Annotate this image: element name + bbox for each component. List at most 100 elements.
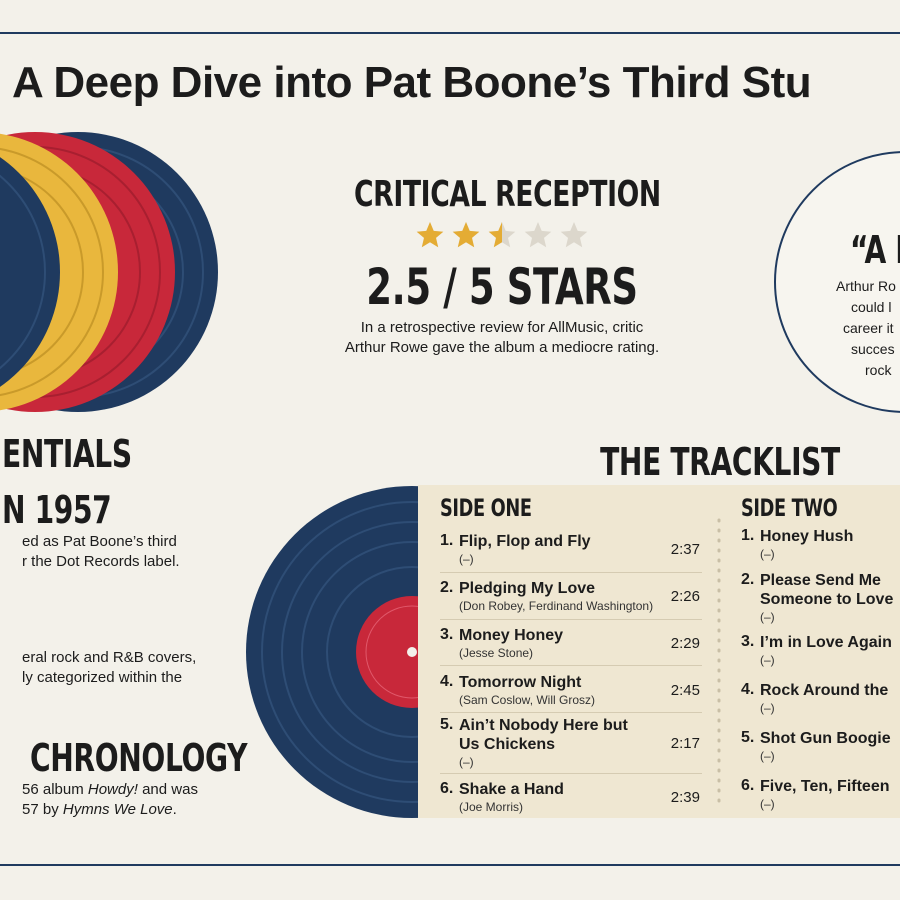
track-title: Please Send Me Someone to Love <box>760 572 894 608</box>
text-line: could l <box>851 299 892 315</box>
track-title: Rock Around the <box>760 682 889 699</box>
star-filled <box>416 222 444 248</box>
track-duration: 2:26 <box>670 588 700 605</box>
track-writers: (–) <box>760 653 775 667</box>
quote-text: Arthur Ro could l career it succes rock <box>836 276 896 381</box>
track: 1. Honey Hush (–) <box>741 527 900 561</box>
star-filled <box>452 222 480 248</box>
track-duration: 2:39 <box>670 789 700 806</box>
track-writers: (–) <box>760 610 775 624</box>
tracklist-heading: THE TRACKLIST <box>600 440 840 484</box>
track: 6. Five, Ten, Fifteen (–) <box>741 777 900 811</box>
track-title: Flip, Flop and Fly <box>459 533 591 550</box>
track-writers: (–) <box>760 749 775 763</box>
track: 2. Pledging My Love (Don Robey, Ferdinand … <box>440 579 700 613</box>
track: 1. Flip, Flop and Fly (–) 2:37 <box>440 532 700 566</box>
star-empty <box>524 222 552 248</box>
text-segment: Hymns We Love <box>62 801 173 818</box>
track: 2. Please Send Me Someone to Love (–) <box>741 571 900 624</box>
text-line: In a retrospective review for AllMusic, … <box>360 319 644 336</box>
reception-text: In a retrospective review for AllMusic, … <box>302 318 702 358</box>
track-number: 6. <box>440 780 454 797</box>
track-number: 4. <box>741 681 755 698</box>
track-number: 3. <box>440 626 454 643</box>
track-number: 1. <box>741 527 755 544</box>
track-title: Shot Gun Boogie <box>760 730 891 747</box>
side-heading: SIDE TWO <box>741 494 838 522</box>
essentials-text-2: eral rock and R&B covers, ly categorized… <box>22 648 196 688</box>
track-divider <box>440 773 702 774</box>
track-number: 1. <box>440 532 454 549</box>
track-divider <box>440 665 702 666</box>
text-line: ed as Pat Boone’s third <box>22 533 177 550</box>
track-writers: (–) <box>760 701 775 715</box>
track-divider <box>440 572 702 573</box>
track-writers: (Sam Coslow, Will Grosz) <box>459 693 596 707</box>
track-number: 3. <box>741 633 755 650</box>
track-number: 6. <box>741 777 755 794</box>
text-segment: and was <box>137 781 198 798</box>
track-title: I’m in Love Again <box>760 634 892 651</box>
track: 6. Shake a Hand (Joe Morris) 2:39 <box>440 780 700 814</box>
chronology-heading: CHRONOLOGY <box>30 736 248 780</box>
star-empty <box>560 222 588 248</box>
track-writers: (Joe Morris) <box>459 800 524 814</box>
text-line: succes <box>851 341 895 357</box>
text-segment: 56 album <box>22 781 88 798</box>
track-divider <box>440 712 702 713</box>
text-line: Arthur Rowe gave the album a mediocre ra… <box>344 339 660 356</box>
track-writers: (Don Robey, Ferdinand Washington) <box>459 599 654 613</box>
quote-heading: “A I <box>850 228 900 272</box>
track-duration: 2:29 <box>670 635 700 652</box>
track-writers: (Jesse Stone) <box>459 646 534 660</box>
track-title: Five, Ten, Fifteen <box>760 778 890 795</box>
text-line: ly categorized within the <box>22 669 183 686</box>
text-line: Arthur Ro <box>836 278 896 294</box>
essentials-heading: ENTIALS <box>2 432 132 476</box>
essentials-text: ed as Pat Boone’s third r the Dot Record… <box>22 532 180 572</box>
chronology-text: 56 album Howdy! and was 57 by Hymns We Lo… <box>22 780 198 820</box>
track-number: 5. <box>741 729 755 746</box>
track: 4. Rock Around the (–) <box>741 681 900 715</box>
track-number: 4. <box>440 673 454 690</box>
text-segment: 57 by <box>22 801 63 818</box>
track-writers: (–) <box>760 547 775 561</box>
quote-circle <box>774 151 900 413</box>
track-duration: 2:17 <box>670 735 700 752</box>
text-line: 57 by Hymns We Love. <box>22 800 198 820</box>
track-number: 5. <box>440 716 454 733</box>
text-line: 56 album Howdy! and was <box>22 780 198 800</box>
track-title: Honey Hush <box>760 528 854 545</box>
text-line: r the Dot Records label. <box>22 553 180 570</box>
track: 5. Shot Gun Boogie (–) <box>741 729 900 763</box>
track-title: Ain’t Nobody Here but Us Chickens <box>459 717 628 753</box>
text-segment: Howdy! <box>87 781 138 798</box>
track-writers: (–) <box>459 552 474 566</box>
track: 3. I’m in Love Again (–) <box>741 633 900 667</box>
track-title: Shake a Hand <box>459 781 564 798</box>
track: 3. Money Honey (Jesse Stone) 2:29 <box>440 626 700 660</box>
records <box>0 132 218 412</box>
track-duration: 2:37 <box>670 541 700 558</box>
stars <box>416 222 588 248</box>
star-filled <box>488 222 502 248</box>
track-writers: (–) <box>760 797 775 811</box>
text-line: eral rock and R&B covers, <box>22 649 197 666</box>
track-title: Pledging My Love <box>459 580 596 597</box>
track-number: 2. <box>440 579 454 596</box>
release-heading: N 1957 <box>2 488 112 532</box>
track-number: 2. <box>741 571 755 588</box>
side-heading: SIDE ONE <box>440 494 532 522</box>
track: 4. Tomorrow Night (Sam Coslow, Will Grosz)… <box>440 673 700 707</box>
text-line: rock <box>865 362 892 378</box>
track-writers: (–) <box>459 755 474 769</box>
title: A Deep Dive into Pat Boone’s Third Stu <box>12 58 812 107</box>
track-divider <box>440 619 702 620</box>
text-segment: . <box>172 801 177 818</box>
reception-heading: CRITICAL RECEPTION <box>354 174 661 215</box>
track-duration: 2:45 <box>670 682 700 699</box>
text-line: career it <box>843 320 894 336</box>
track: 5. Ain’t Nobody Here but Us Chickens (–) 2:… <box>440 716 700 769</box>
